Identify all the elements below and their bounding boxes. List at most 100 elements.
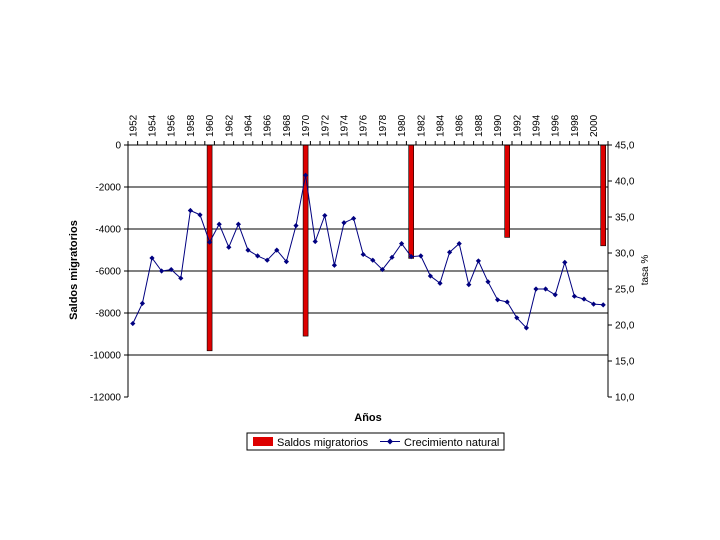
x-tick-label: 1994 xyxy=(532,114,543,137)
data-point xyxy=(283,259,289,265)
data-point xyxy=(226,244,232,250)
data-point xyxy=(399,241,405,247)
x-tick-label: 1974 xyxy=(340,114,351,137)
x-tick-label: 1996 xyxy=(551,114,562,137)
data-point xyxy=(303,172,309,178)
data-point xyxy=(562,259,568,265)
x-tick-label: 1986 xyxy=(455,114,466,137)
x-tick-label: 1990 xyxy=(493,114,504,137)
legend-swatch-crecimiento-marker xyxy=(387,438,393,445)
data-point xyxy=(418,253,424,259)
gridlines xyxy=(128,186,608,356)
data-point xyxy=(543,286,549,292)
x-tick-label: 1988 xyxy=(474,114,485,137)
x-tick-label: 1992 xyxy=(512,114,523,137)
x-tick-label: 1976 xyxy=(359,114,370,137)
data-point xyxy=(370,257,376,263)
x-tick-label: 1980 xyxy=(397,114,408,137)
data-point xyxy=(514,315,520,321)
y-right-tick-label: 45,0 xyxy=(615,141,635,152)
x-tick-label: 1968 xyxy=(282,114,293,137)
legend-label-saldos: Saldos migratorios xyxy=(277,437,369,449)
x-tick-label: 1978 xyxy=(378,114,389,137)
y-right-tick-label: 20,0 xyxy=(615,321,635,332)
axes: 0 -2000 -4000 -6000 -8000 -10000 -12000 45,0 40,… xyxy=(90,114,635,403)
data-point xyxy=(197,212,203,218)
data-point xyxy=(312,238,318,245)
data-point xyxy=(427,273,433,279)
y-left-tick-label: -4000 xyxy=(95,225,121,236)
x-tick-label: 1960 xyxy=(205,114,216,137)
data-point xyxy=(447,249,453,255)
x-tick-label: 1956 xyxy=(167,114,178,137)
y-left-tick-label: -10000 xyxy=(90,351,122,362)
data-point xyxy=(331,262,337,268)
bar-series-saldos xyxy=(206,144,607,352)
data-point xyxy=(475,258,481,264)
x-tick-label: 1982 xyxy=(416,114,427,137)
x-tick-label: 1998 xyxy=(570,114,581,137)
line-series-crecimiento xyxy=(130,172,606,331)
x-axis-title: Años xyxy=(354,412,382,424)
data-point xyxy=(581,296,587,302)
y-left-tick-label: -8000 xyxy=(95,309,121,320)
data-point xyxy=(274,247,280,253)
data-point xyxy=(245,247,251,253)
x-tick-label: 1972 xyxy=(320,114,331,137)
y-left-tick-label: 0 xyxy=(115,141,121,152)
y-left-axis-title: Saldos migratorios xyxy=(68,220,80,320)
legend-box xyxy=(246,432,505,451)
bar xyxy=(206,144,213,352)
data-point xyxy=(485,279,491,285)
data-point xyxy=(523,325,529,331)
data-point xyxy=(571,293,577,299)
legend-swatch-saldos xyxy=(253,437,273,446)
x-tick-label: 1952 xyxy=(128,114,139,137)
data-point xyxy=(159,268,165,274)
y-right-tick-label: 25,0 xyxy=(615,285,635,296)
data-point xyxy=(187,207,193,214)
data-point xyxy=(235,221,241,227)
data-point xyxy=(379,266,385,273)
y-right-axis-title: tasa % xyxy=(640,255,651,286)
y-left-tick-label: -12000 xyxy=(90,393,122,404)
data-point xyxy=(178,275,184,281)
y-right-tick-label: 10,0 xyxy=(615,393,635,404)
data-point xyxy=(495,297,501,303)
x-tick-label: 2000 xyxy=(589,114,600,137)
data-point xyxy=(360,251,366,258)
data-point xyxy=(149,255,155,261)
y-left-tick-label: -6000 xyxy=(95,267,121,278)
data-point xyxy=(207,239,213,245)
y-right-tick-label: 30,0 xyxy=(615,249,635,260)
legend: Saldos migratorios Crecimiento natural xyxy=(246,432,505,451)
x-tick-label: 1962 xyxy=(224,114,235,137)
data-point xyxy=(293,223,299,229)
data-point xyxy=(255,253,261,259)
data-point xyxy=(504,299,510,305)
y-right-tick-label: 35,0 xyxy=(615,213,635,224)
x-tick-label: 1954 xyxy=(148,114,159,137)
data-point xyxy=(408,254,414,260)
bar xyxy=(504,144,511,238)
series-line xyxy=(132,175,604,329)
y-right-tick-label: 15,0 xyxy=(615,357,635,368)
data-point xyxy=(341,220,347,226)
x-tick-label: 1964 xyxy=(244,114,255,137)
data-point xyxy=(351,215,357,222)
legend-label-crecimiento: Crecimiento natural xyxy=(404,437,499,449)
data-point xyxy=(168,266,174,273)
data-point xyxy=(437,280,443,286)
data-point xyxy=(264,257,270,263)
data-point xyxy=(466,282,472,288)
x-tick-label: 1958 xyxy=(186,114,197,137)
data-point xyxy=(130,320,136,327)
bar xyxy=(408,144,415,259)
data-point xyxy=(533,286,539,292)
data-point xyxy=(456,241,462,247)
data-point xyxy=(552,292,558,298)
bar xyxy=(600,144,607,247)
data-point xyxy=(216,221,222,227)
data-point xyxy=(322,212,328,219)
